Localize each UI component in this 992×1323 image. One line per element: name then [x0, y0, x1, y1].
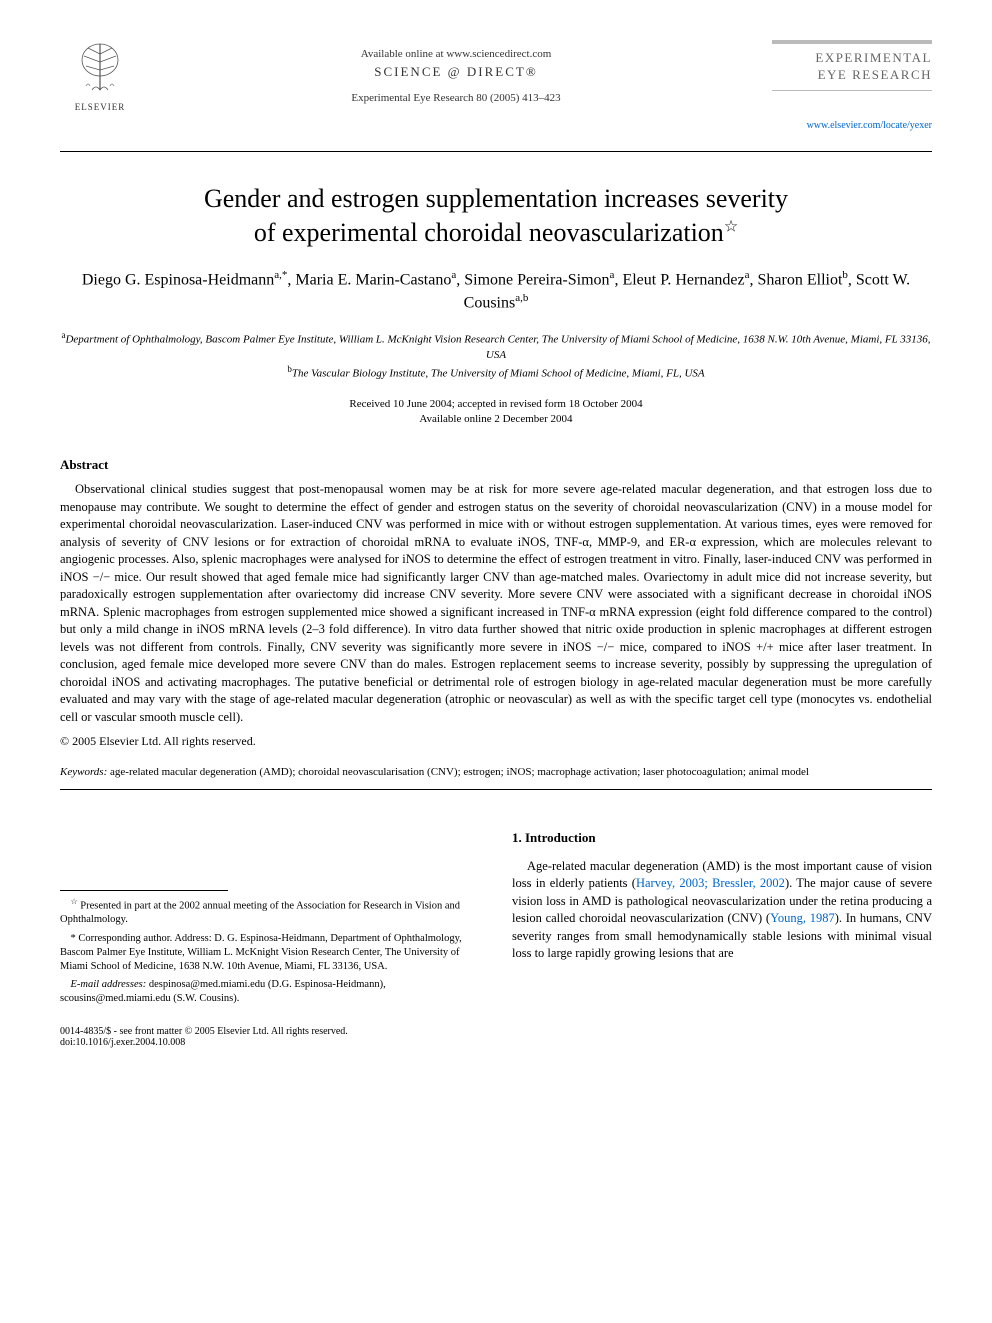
affiliation-b: The Vascular Biology Institute, The Univ…: [292, 368, 705, 380]
citation-young[interactable]: Young, 1987: [770, 911, 835, 925]
keywords: Keywords: age-related macular degenerati…: [60, 765, 932, 780]
footnote-star-text: Presented in part at the 2002 annual mee…: [60, 900, 460, 925]
title-line1: Gender and estrogen supplementation incr…: [204, 184, 788, 213]
journal-reference: Experimental Eye Research 80 (2005) 413–…: [140, 92, 772, 104]
two-column-layout: ☆ Presented in part at the 2002 annual m…: [60, 830, 932, 1011]
elsevier-logo: ELSEVIER: [60, 40, 140, 112]
received-date: Received 10 June 2004; accepted in revis…: [349, 398, 642, 410]
title-line2: of experimental choroidal neovasculariza…: [254, 218, 724, 247]
introduction-body: Age-related macular degeneration (AMD) i…: [512, 858, 932, 963]
journal-logo-text: EXPERIMENTAL EYE RESEARCH: [772, 40, 932, 91]
abstract-body: Observational clinical studies suggest t…: [60, 481, 932, 726]
header-row: ELSEVIER Available online at www.science…: [60, 40, 932, 112]
authors: Diego G. Espinosa-Heidmanna,*, Maria E. …: [60, 268, 932, 315]
article-dates: Received 10 June 2004; accepted in revis…: [60, 397, 932, 428]
journal-logo-line2: EYE RESEARCH: [818, 67, 932, 82]
journal-logo: EXPERIMENTAL EYE RESEARCH: [772, 40, 932, 91]
affiliation-a: Department of Ophthalmology, Bascom Palm…: [65, 334, 930, 361]
footer-doi: doi:10.1016/j.exer.2004.10.008: [60, 1037, 185, 1048]
article-title: Gender and estrogen supplementation incr…: [60, 182, 932, 250]
publisher-name: ELSEVIER: [60, 102, 140, 112]
journal-logo-line1: EXPERIMENTAL: [815, 50, 932, 65]
title-star-icon: ☆: [724, 218, 738, 235]
header-divider: [60, 151, 932, 152]
keywords-divider: [60, 789, 932, 790]
introduction-heading: 1. Introduction: [512, 830, 932, 846]
abstract-copyright: © 2005 Elsevier Ltd. All rights reserved…: [60, 734, 932, 749]
footer-copyright: 0014-4835/$ - see front matter © 2005 El…: [60, 1026, 348, 1037]
footnote-corresponding-text: Corresponding author. Address: D. G. Esp…: [60, 933, 462, 972]
footnote-star: ☆ Presented in part at the 2002 annual m…: [60, 897, 480, 928]
footnote-email: E-mail addresses: despinosa@med.miami.ed…: [60, 978, 480, 1006]
footer-row: 0014-4835/$ - see front matter © 2005 El…: [60, 1026, 932, 1048]
available-online-text: Available online at www.sciencedirect.co…: [140, 48, 772, 60]
affiliations: aDepartment of Ophthalmology, Bascom Pal…: [60, 329, 932, 382]
left-column: ☆ Presented in part at the 2002 annual m…: [60, 830, 480, 1011]
center-header: Available online at www.sciencedirect.co…: [140, 40, 772, 104]
keywords-label: Keywords:: [60, 766, 107, 778]
citation-harvey[interactable]: Harvey, 2003; Bressler, 2002: [636, 876, 785, 890]
abstract-heading: Abstract: [60, 457, 932, 473]
journal-url[interactable]: www.elsevier.com/locate/yexer: [60, 120, 932, 131]
footer-left: 0014-4835/$ - see front matter © 2005 El…: [60, 1026, 348, 1048]
footnote-rule: [60, 890, 228, 891]
footnote-corresponding: * Corresponding author. Address: D. G. E…: [60, 932, 480, 975]
right-column: 1. Introduction Age-related macular dege…: [512, 830, 932, 1011]
keywords-text: age-related macular degeneration (AMD); …: [107, 766, 809, 778]
elsevier-tree-icon: [60, 40, 140, 102]
footnote-email-label: E-mail addresses:: [71, 979, 147, 990]
science-direct-logo: SCIENCE @ DIRECT®: [140, 64, 772, 80]
available-date: Available online 2 December 2004: [419, 413, 572, 425]
